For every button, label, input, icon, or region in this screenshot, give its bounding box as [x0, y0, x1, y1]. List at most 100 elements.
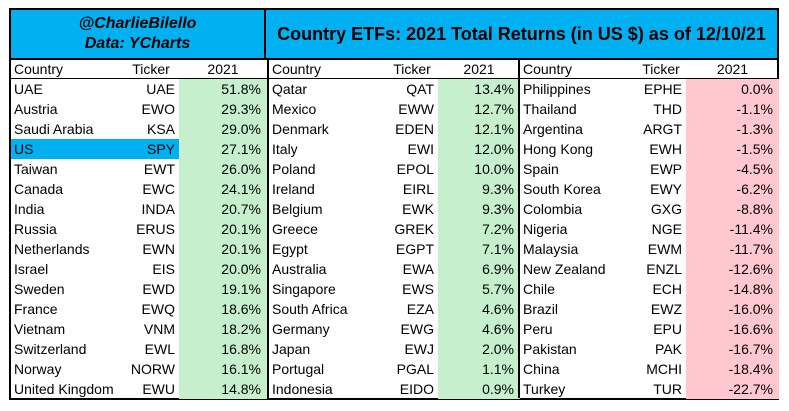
- table-row: New Zealand ENZL -12.6%: [520, 259, 779, 279]
- returns-table-figure: @CharlieBilello Data: YCharts Country ET…: [9, 8, 779, 400]
- return-cell: 16.1%: [179, 359, 267, 379]
- country-cell: Taiwan: [14, 161, 58, 177]
- ticker-cell: NORW: [130, 361, 175, 377]
- column-header-ticker: Ticker: [132, 61, 170, 77]
- country-cell: India: [14, 201, 45, 217]
- column-header-year: 2021: [716, 61, 749, 77]
- ticker-cell: EDEN: [395, 121, 434, 137]
- column-header-row: Country Ticker 2021: [520, 60, 779, 79]
- return-cell: 7.1%: [438, 239, 520, 259]
- table-row: Belgium EWK 9.3%: [269, 199, 520, 219]
- table-row: Singapore EWS 5.7%: [269, 279, 520, 299]
- ticker-cell: EWC: [142, 181, 175, 197]
- country-cell: Argentina: [523, 121, 583, 137]
- ticker-cell: EPU: [653, 321, 682, 337]
- ticker-cell: INDA: [141, 201, 175, 217]
- table-row: Indonesia EIDO 0.9%: [269, 379, 520, 399]
- return-cell: 13.4%: [438, 79, 520, 99]
- ticker-cell: EWU: [142, 381, 175, 397]
- return-cell: 20.0%: [179, 259, 267, 279]
- country-cell: UAE: [14, 81, 43, 97]
- country-cell: Saudi Arabia: [14, 121, 94, 137]
- ticker-cell: KSA: [146, 121, 175, 137]
- table-row: Japan EWJ 2.0%: [269, 339, 520, 359]
- page-title: Country ETFs: 2021 Total Returns (in US …: [266, 8, 779, 60]
- return-cell: 29.0%: [179, 119, 267, 139]
- return-cell: 7.2%: [438, 219, 520, 239]
- return-cell: -4.5%: [686, 159, 779, 179]
- ticker-cell: PAK: [655, 341, 682, 357]
- return-cell: -6.2%: [686, 179, 779, 199]
- ticker-cell: ARGT: [643, 121, 682, 137]
- country-cell: United Kingdom: [14, 381, 114, 397]
- ticker-cell: GREK: [394, 221, 434, 237]
- return-cell: 20.1%: [179, 219, 267, 239]
- ticker-cell: EWS: [402, 281, 434, 297]
- table-row: Thailand THD -1.1%: [520, 99, 779, 119]
- ticker-cell: EPHE: [643, 81, 682, 97]
- country-cell: Spain: [523, 161, 559, 177]
- return-cell: 9.3%: [438, 179, 520, 199]
- ticker-cell: EIS: [152, 261, 175, 277]
- column-header-row: Country Ticker 2021: [269, 60, 520, 79]
- column-header-country: Country: [523, 61, 573, 77]
- ticker-cell: TUR: [653, 381, 682, 397]
- table-row: Brazil EWZ -16.0%: [520, 299, 779, 319]
- return-cell: 27.1%: [179, 139, 267, 159]
- country-cell: Thailand: [523, 101, 577, 117]
- table-row: Netherlands EWN 20.1%: [11, 239, 267, 259]
- return-cell: 18.2%: [179, 319, 267, 339]
- ticker-cell: EWW: [398, 101, 434, 117]
- credit-header: @CharlieBilello Data: YCharts: [9, 8, 266, 60]
- table-panel-1: Country Ticker 2021 UAE UAE 51.8% Austria EWO 29…: [11, 60, 267, 399]
- return-cell: 5.7%: [438, 279, 520, 299]
- return-cell: -8.8%: [686, 199, 779, 219]
- data-source: Data: YCharts: [84, 35, 191, 52]
- country-cell: Israel: [14, 261, 49, 277]
- country-cell: Italy: [272, 141, 298, 157]
- country-cell: Hong Kong: [523, 141, 594, 157]
- table-row: Argentina ARGT -1.3%: [520, 119, 779, 139]
- return-cell: -14.8%: [686, 279, 779, 299]
- table-row: India INDA 20.7%: [11, 199, 267, 219]
- column-header-country: Country: [14, 61, 64, 77]
- table-row: Israel EIS 20.0%: [11, 259, 267, 279]
- table-row: Russia ERUS 20.1%: [11, 219, 267, 239]
- ticker-cell: PGAL: [396, 361, 434, 377]
- ticker-cell: EWA: [402, 261, 434, 277]
- table-row: Denmark EDEN 12.1%: [269, 119, 520, 139]
- country-cell: Indonesia: [272, 381, 333, 397]
- ticker-cell: EIRL: [402, 181, 434, 197]
- table-panel-3: Country Ticker 2021 Philippines EPHE 0.0% Thai…: [518, 60, 779, 399]
- ticker-cell: EWO: [141, 101, 175, 117]
- table-row: Germany EWG 4.6%: [269, 319, 520, 339]
- return-cell: -16.6%: [686, 319, 779, 339]
- column-header-year: 2021: [207, 61, 239, 77]
- table-row: Philippines EPHE 0.0%: [520, 79, 779, 99]
- table-row: South Africa EZA 4.6%: [269, 299, 520, 319]
- return-cell: 1.1%: [438, 359, 520, 379]
- country-cell: Belgium: [272, 201, 323, 217]
- ticker-cell: EWH: [649, 141, 682, 157]
- ticker-cell: EWN: [142, 241, 175, 257]
- country-cell: Australia: [272, 261, 327, 277]
- country-cell: Pakistan: [523, 341, 577, 357]
- ticker-cell: ERUS: [136, 221, 175, 237]
- table-row: South Korea EWY -6.2%: [520, 179, 779, 199]
- table-row: Sweden EWD 19.1%: [11, 279, 267, 299]
- table-row: Nigeria NGE -11.4%: [520, 219, 779, 239]
- table-row: Chile ECH -14.8%: [520, 279, 779, 299]
- country-cell: Qatar: [272, 81, 308, 97]
- country-cell: Egypt: [272, 241, 308, 257]
- country-cell: China: [523, 361, 560, 377]
- table-row: Colombia GXG -8.8%: [520, 199, 779, 219]
- table-row: France EWQ 18.6%: [11, 299, 267, 319]
- country-cell: Switzerland: [14, 341, 87, 357]
- ticker-cell: EWP: [650, 161, 682, 177]
- country-cell: Japan: [272, 341, 311, 357]
- table-row: Australia EWA 6.9%: [269, 259, 520, 279]
- return-cell: -11.4%: [686, 219, 779, 239]
- table-row: Ireland EIRL 9.3%: [269, 179, 520, 199]
- country-cell: Sweden: [14, 281, 65, 297]
- country-cell: Greece: [272, 221, 318, 237]
